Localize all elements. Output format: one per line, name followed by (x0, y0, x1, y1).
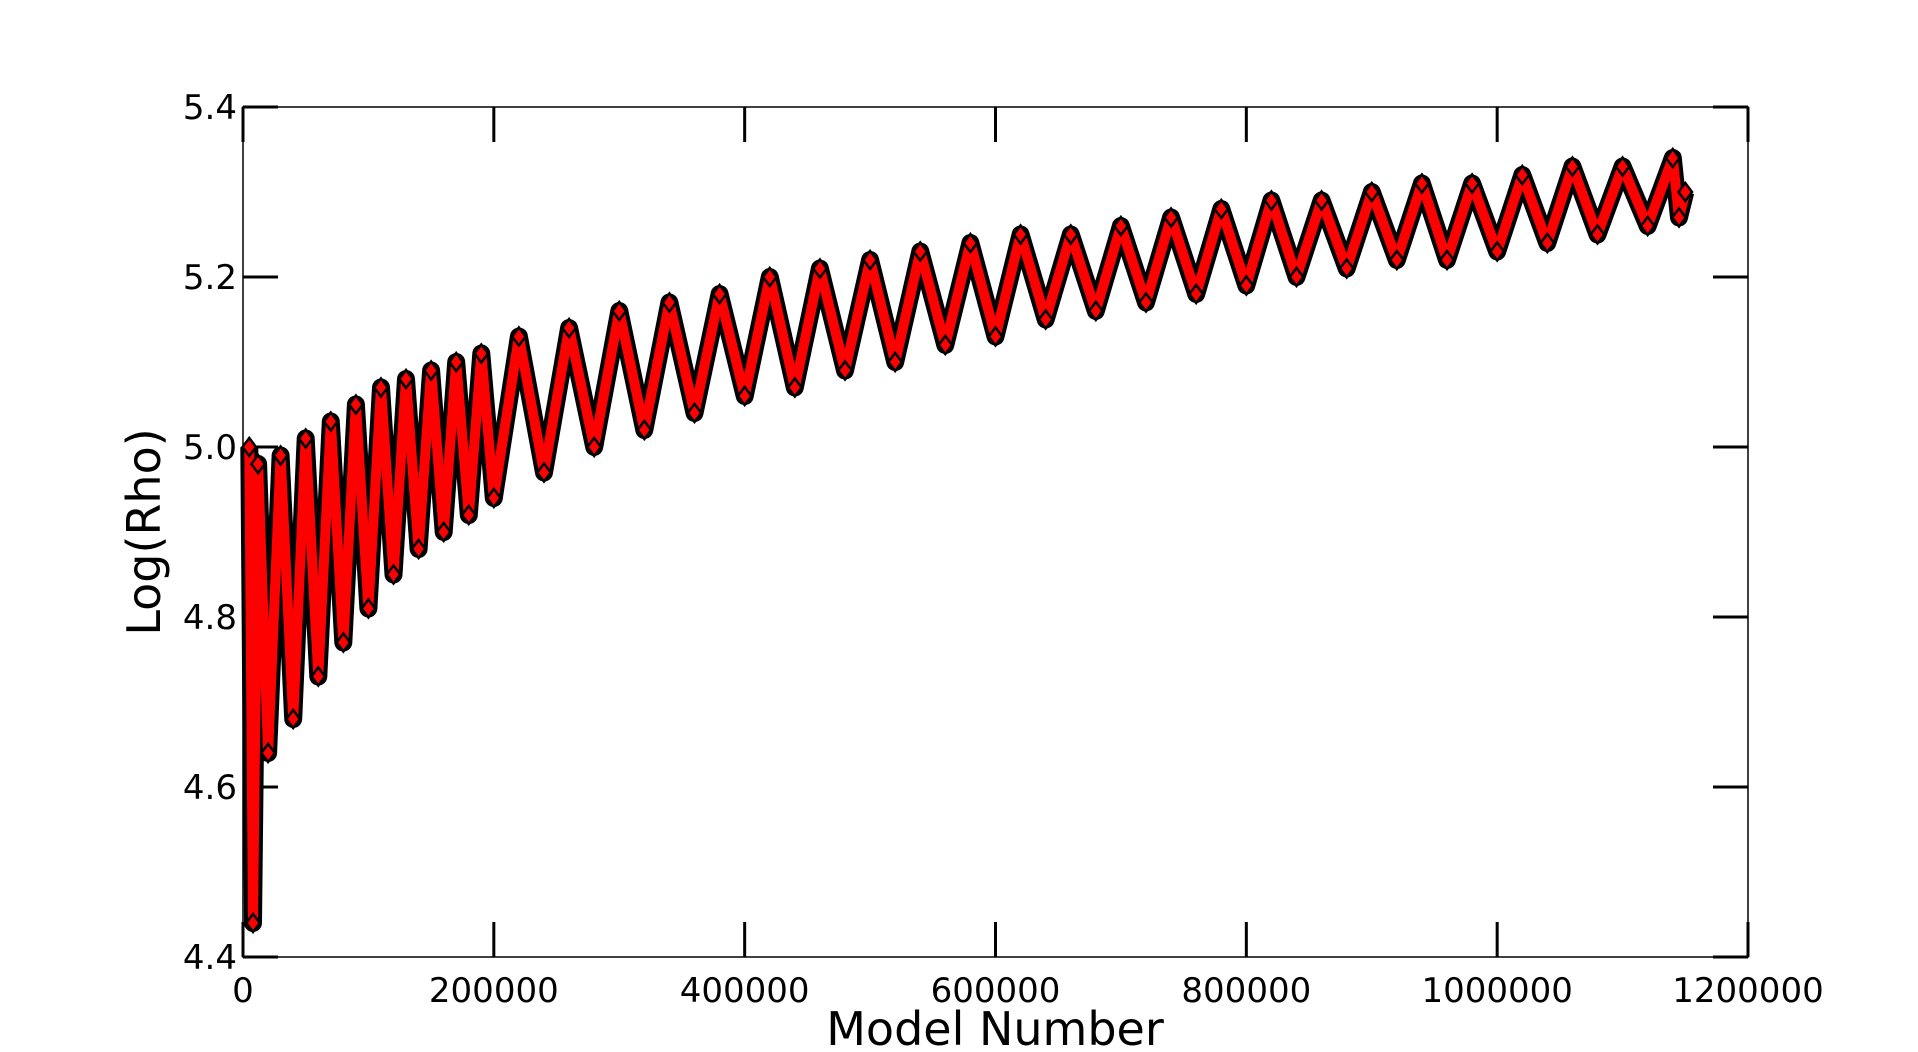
x-tick-label: 1200000 (1672, 971, 1823, 1011)
data-point (410, 537, 427, 561)
y-tick-label: 5.4 (183, 88, 237, 128)
x-tick-label: 0 (232, 971, 254, 1011)
data-point (1187, 282, 1205, 306)
data-point (1137, 291, 1155, 314)
y-tick-label: 4.4 (183, 938, 237, 978)
y-tick-label: 5.0 (183, 428, 237, 468)
x-tick-label: 200000 (429, 971, 559, 1011)
data-point (385, 563, 402, 586)
data-point (322, 410, 340, 433)
data-point (1614, 155, 1631, 178)
data-point (1438, 248, 1456, 272)
data-point (1639, 214, 1656, 238)
data-point (836, 359, 854, 382)
data-point (1212, 197, 1230, 221)
data-point (761, 265, 779, 289)
y-tick-label: 5.2 (183, 258, 237, 298)
y-tick-label: 4.6 (183, 768, 237, 808)
data-point (786, 376, 804, 399)
y-tick-label: 4.8 (183, 598, 237, 638)
data-point (1087, 299, 1105, 323)
data-point (711, 282, 728, 306)
data-point (535, 461, 553, 484)
data-point (1062, 223, 1080, 246)
plot-frame (242, 106, 1749, 958)
data-point (240, 435, 258, 459)
data-point (1112, 214, 1130, 238)
data-point (360, 597, 377, 620)
x-axis-label: Model Number (826, 1002, 1164, 1052)
data-point (335, 631, 352, 654)
data-point (1670, 206, 1688, 229)
data-point (272, 444, 289, 467)
data-point (435, 520, 452, 544)
data-point (1513, 163, 1531, 187)
data-point (510, 325, 528, 348)
data-point (1012, 223, 1029, 246)
data-point (1488, 240, 1506, 263)
data-point (1363, 180, 1381, 204)
data-point (297, 427, 315, 450)
series-line (244, 153, 1691, 928)
data-point (309, 665, 327, 688)
data-point (1162, 206, 1180, 229)
data-point (987, 325, 1004, 348)
data-point (1037, 308, 1054, 331)
data-point (811, 257, 829, 280)
data-point (372, 376, 390, 399)
x-tick-label: 600000 (931, 971, 1061, 1011)
data-point (1664, 146, 1682, 170)
x-tick-label: 1000000 (1421, 971, 1572, 1011)
y-axis-label: Log(Rho) (117, 428, 171, 635)
data-point (1263, 189, 1280, 212)
data-point (1564, 155, 1581, 178)
data-point (1589, 223, 1606, 246)
data-point (259, 741, 277, 765)
data-point (249, 452, 267, 476)
data-point (636, 418, 653, 442)
data-point (736, 384, 753, 408)
data-point (284, 707, 302, 731)
data-point (1338, 257, 1355, 280)
data-point (1676, 180, 1694, 204)
data-point (962, 231, 979, 255)
data-point (937, 333, 954, 357)
data-point (1388, 248, 1406, 272)
data-point (347, 393, 365, 416)
data-point (661, 291, 678, 314)
data-point (886, 350, 904, 374)
data-point (861, 248, 879, 272)
data-point (472, 342, 490, 365)
data-point (1313, 189, 1330, 212)
x-tick-label: 800000 (1181, 971, 1311, 1011)
data-point (1413, 172, 1431, 195)
data-point (560, 316, 578, 340)
data-point (1238, 274, 1255, 297)
data-point (686, 401, 703, 425)
data-point (610, 299, 628, 323)
x-tick-label: 400000 (680, 971, 810, 1011)
data-point (397, 367, 415, 391)
data-point (1463, 172, 1481, 195)
data-point (485, 486, 503, 510)
data-point (911, 240, 929, 263)
data-point (422, 359, 440, 382)
data-point (1539, 231, 1556, 255)
data-point (244, 911, 262, 935)
data-point (585, 435, 603, 459)
data-point (1288, 265, 1305, 289)
data-point (447, 350, 465, 374)
data-point (460, 503, 478, 527)
